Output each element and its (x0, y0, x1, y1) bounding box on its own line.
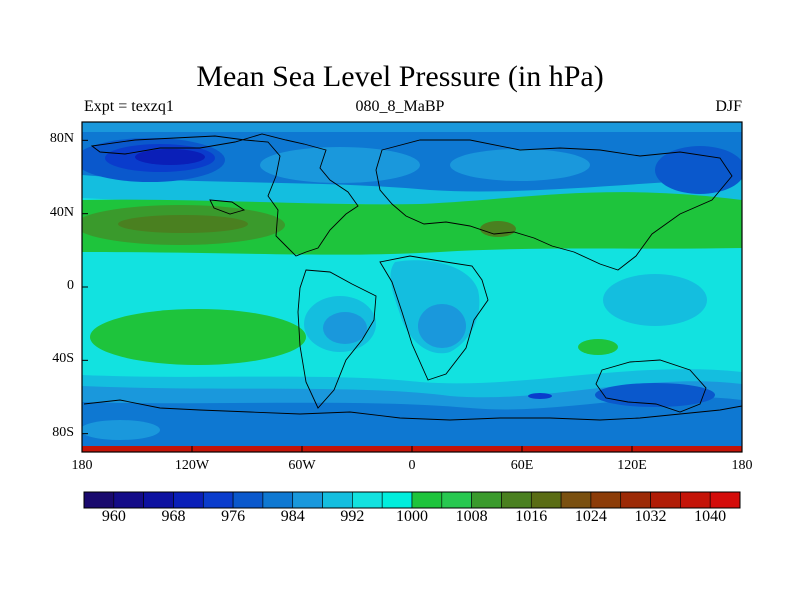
y-tick-label: 80S (52, 424, 74, 440)
colorbar-label: 984 (280, 508, 305, 525)
colorbar-swatch (680, 491, 711, 509)
southern-ocean-deep-low (595, 383, 715, 407)
colorbar-swatch (650, 491, 681, 509)
x-tick-label: 120W (174, 458, 210, 473)
y-tick-label: 0 (67, 278, 74, 293)
season-label: DJF (715, 98, 742, 115)
colorbar-swatch (113, 491, 144, 509)
polar-cap (82, 122, 742, 132)
colorbar-label: 976 (221, 508, 246, 525)
africa-low-core (418, 304, 466, 348)
maritime-low-outer (603, 274, 707, 326)
colorbar-swatch (530, 491, 562, 509)
antarctica-outline (83, 399, 742, 421)
x-tick-marks (81, 446, 743, 452)
period-label: 080_8_MaBP (355, 98, 445, 115)
north-america-outline (90, 133, 359, 257)
y-tick-label: 40S (52, 351, 74, 367)
eurasia-outline (375, 139, 733, 271)
colorbar-label: 992 (340, 508, 365, 525)
north-pacific-high-core (118, 215, 248, 233)
continent-outlines (83, 133, 742, 421)
colorbar-swatch (292, 491, 323, 509)
colorbar-swatch (83, 491, 115, 509)
colorbar-label: 968 (161, 508, 186, 525)
colorbar-swatch (381, 491, 413, 509)
colorbar-swatch (143, 491, 174, 509)
antarctic-low-patch (528, 393, 552, 399)
south-pacific-high (90, 309, 306, 365)
y-tick-label: 40N (49, 204, 74, 220)
southern-ocean-inner (82, 396, 742, 452)
x-tick-label: 60E (510, 458, 534, 473)
south-america-low-core (323, 312, 367, 344)
australia-outline (595, 359, 707, 413)
y-tick-label: 80N (49, 131, 74, 147)
africa-outline (379, 255, 489, 381)
x-tick-label: 120E (617, 458, 647, 473)
colorbar-swatch (441, 491, 472, 509)
colorbar-label: 1032 (634, 508, 667, 525)
colorbar (83, 491, 741, 509)
colorbar-label: 1000 (396, 508, 428, 525)
pressure-field (82, 122, 742, 452)
x-tick-label: 180 (71, 458, 93, 473)
colorbar-swatch (590, 491, 622, 509)
colorbar-swatch (560, 491, 592, 509)
colorbar-swatch (202, 491, 234, 509)
colorbar-swatch (620, 491, 651, 509)
north-atlantic-low (260, 147, 420, 183)
colorbar-swatch (709, 491, 741, 509)
colorbar-swatch (352, 491, 383, 509)
colorbar-swatch (322, 491, 353, 509)
colorbar-swatch (262, 491, 294, 509)
greenland-outline (209, 199, 246, 215)
colorbar-swatch (173, 491, 204, 509)
colorbar-label: 1024 (574, 508, 607, 525)
x-tick-label: 60W (288, 458, 316, 473)
colorbar-label: 1040 (694, 508, 727, 525)
eurasia-low-patch (450, 149, 590, 181)
indian-ocean-high (578, 339, 618, 355)
x-tick-label: 0 (408, 458, 416, 473)
colorbar-frame (83, 491, 741, 509)
colorbar-label: 1016 (515, 508, 548, 525)
x-tick-label: 180 (731, 458, 753, 473)
aleutian-low-core (135, 149, 205, 165)
colorbar-label: 1008 (455, 508, 488, 525)
colorbar-label: 960 (101, 508, 126, 525)
central-asia-high (480, 221, 516, 237)
experiment-label: Expt = texzq1 (84, 98, 174, 115)
colorbar-swatch (232, 491, 264, 509)
colorbar-swatch (411, 491, 443, 509)
chart-title: Mean Sea Level Pressure (in hPa) (196, 60, 604, 93)
colorbar-swatch (501, 491, 532, 509)
colorbar-swatch (471, 491, 502, 509)
antarctic-patch-west (82, 420, 160, 440)
y-tick-marks (82, 139, 88, 435)
south-america-outline (297, 269, 377, 409)
